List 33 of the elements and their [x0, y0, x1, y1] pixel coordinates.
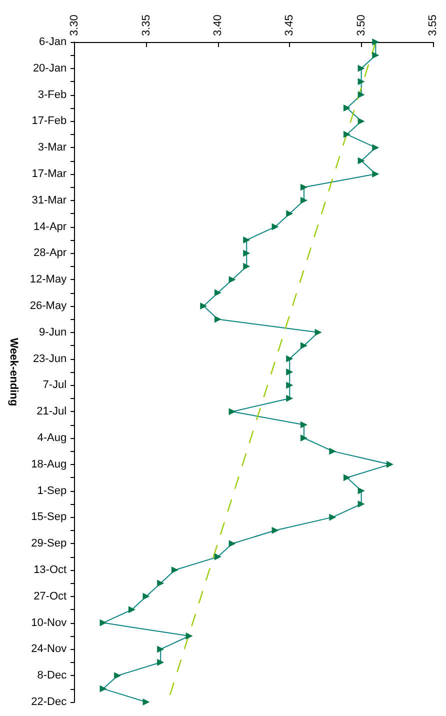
- x-tick-label: 3.40: [212, 14, 224, 36]
- y-tick-label: 29-Sep: [31, 538, 67, 550]
- y-tick-label: 24-Nov: [31, 643, 68, 656]
- y-tick-label: 14-Apr: [34, 220, 67, 233]
- x-tick-label: 3.50: [355, 14, 368, 36]
- y-tick-label: 6-Jan: [39, 36, 67, 48]
- x-tick-label: 3.30: [68, 14, 81, 36]
- y-tick-label: 8-Dec: [37, 670, 68, 682]
- y-axis-title: Week-ending: [8, 338, 20, 406]
- y-tick-label: 12-May: [30, 274, 68, 286]
- x-tick-label: 3.45: [284, 14, 296, 36]
- y-tick-label: 27-Oct: [34, 590, 67, 602]
- y-tick-label: 3-Feb: [38, 88, 67, 101]
- y-tick-label: 3-Mar: [38, 142, 67, 154]
- x-tick-label: 3.55: [427, 14, 439, 36]
- y-tick-label: 31-Mar: [32, 194, 67, 206]
- y-tick-label: 13-Oct: [34, 564, 67, 576]
- y-tick-label: 10-Nov: [31, 616, 68, 629]
- y-tick-label: 20-Jan: [32, 62, 67, 74]
- y-tick-label: 26-May: [30, 300, 68, 312]
- y-tick-label: 9-Jun: [39, 326, 67, 338]
- y-tick-label: 17-Feb: [32, 115, 67, 128]
- y-tick-label: 7-Jul: [42, 379, 67, 392]
- y-tick-label: 28-Apr: [34, 247, 67, 260]
- x-tick-label: 3.35: [140, 14, 152, 36]
- y-tick-label: 18-Aug: [31, 458, 67, 470]
- y-tick-label: 4-Aug: [37, 432, 67, 444]
- y-tick-label: 22-Dec: [31, 696, 68, 708]
- y-tick-label: 17-Mar: [32, 168, 67, 180]
- y-tick-label: 1-Sep: [37, 484, 67, 497]
- y-tick-label: 21-Jul: [36, 406, 67, 418]
- y-tick-label: 23-Jun: [32, 352, 67, 365]
- y-tick-label: 15-Sep: [31, 511, 67, 524]
